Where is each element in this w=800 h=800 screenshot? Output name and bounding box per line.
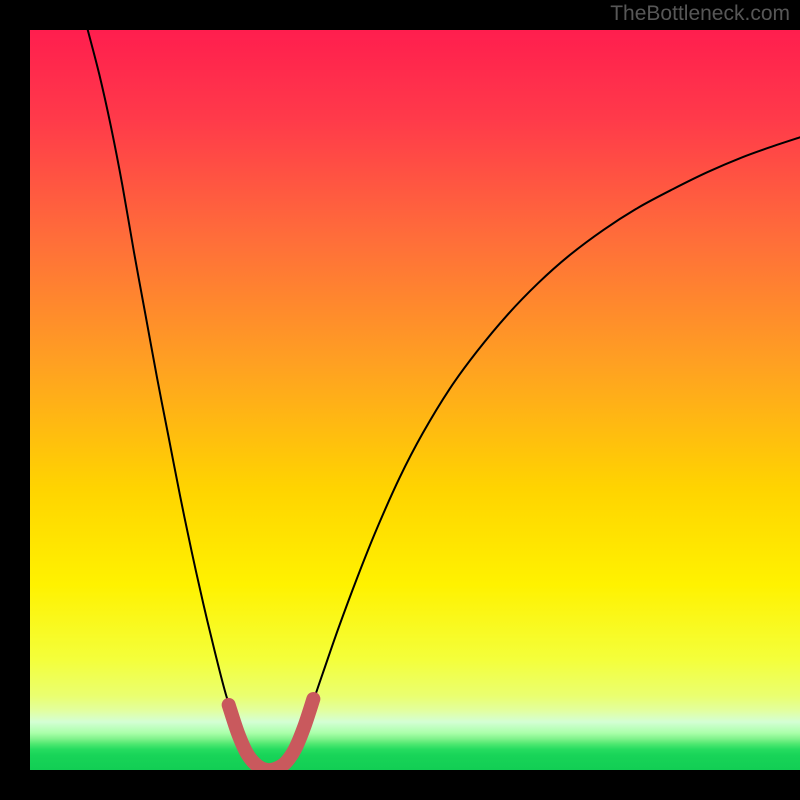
chart-container: TheBottleneck.com: [0, 0, 800, 800]
plot-area: [30, 30, 800, 770]
gradient-background: [30, 30, 800, 770]
chart-svg: [30, 30, 800, 770]
watermark-text: TheBottleneck.com: [610, 2, 790, 26]
